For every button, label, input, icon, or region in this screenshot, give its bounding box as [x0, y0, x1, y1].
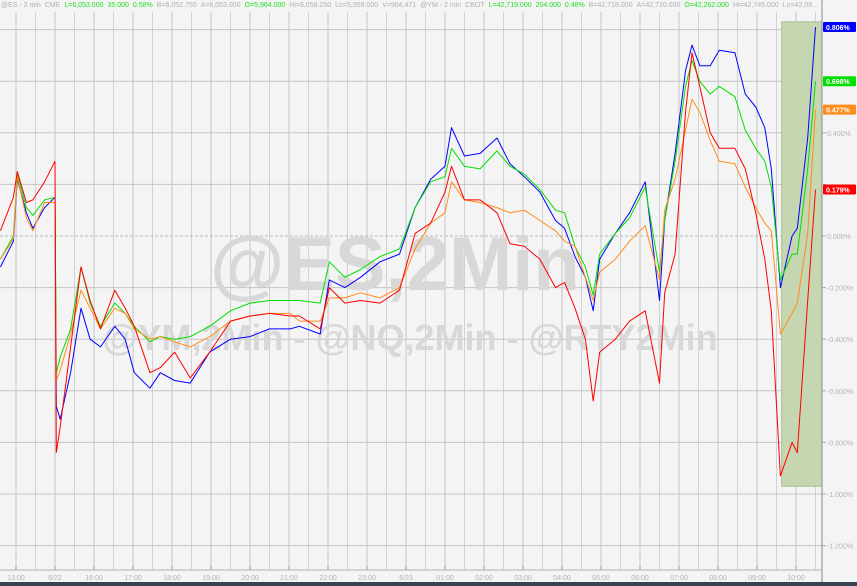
ym-ask: A=42,720.000 — [636, 2, 681, 9]
watermark-sub: @YM,2Min - @NQ,2Min - @RTY2Min — [102, 317, 717, 358]
x-tick-label: 21:00 — [280, 575, 298, 582]
x-tick-label: 19:00 — [202, 575, 220, 582]
x-tick-label: 01:00 — [436, 575, 454, 582]
es-low: Lo=5,959.000 — [335, 2, 379, 9]
x-tick-label: 02:00 — [475, 575, 493, 582]
x-tick-label: 6/23 — [399, 575, 413, 582]
y-tick-label: -1.200% — [827, 544, 853, 551]
x-tick-label: 09:00 — [748, 575, 766, 582]
es-exchange: CME — [44, 2, 61, 9]
x-tick-label: 07:00 — [670, 575, 688, 582]
ym-low: Lo=42,09... — [782, 2, 818, 9]
watermark-main: @ES,2Min — [210, 222, 580, 307]
series-lines — [0, 26, 816, 477]
ym-change: 204.000 — [535, 2, 561, 9]
x-tick-label: 22:00 — [319, 575, 337, 582]
x-tick-label: 06:00 — [631, 575, 649, 582]
x-tick-label: 17:00 — [124, 575, 142, 582]
last-value-badge — [823, 76, 856, 87]
es-symbol: @ES - 2 min — [1, 2, 41, 9]
es-ask: A=6,053.000 — [200, 2, 241, 9]
x-tick-label: 23:00 — [358, 575, 376, 582]
last-value-label: 0.477% — [826, 108, 851, 115]
x-tick-label: 08:00 — [709, 575, 727, 582]
x-tick-label: 18:00 — [163, 575, 181, 582]
y-tick-label: 0.000% — [827, 234, 851, 241]
x-tick-label: 05:00 — [592, 575, 610, 582]
es-bid: B=6,052.750 — [156, 2, 197, 9]
y-tick-label: -0.800% — [827, 440, 853, 447]
last-value-label: 0.698% — [826, 79, 851, 86]
y-tick-label: -0.400% — [827, 337, 853, 344]
y-tick-label: -0.200% — [827, 286, 853, 293]
x-tick-label: 20:00 — [241, 575, 259, 582]
x-tick-label: 03:00 — [514, 575, 532, 582]
x-tick-label: 10:00 — [787, 575, 805, 582]
y-tick-label: -0.600% — [827, 389, 853, 396]
x-tick-label: 04:00 — [553, 575, 571, 582]
ym-high: Hi=42,745.000 — [732, 2, 779, 9]
ym-exchange: CBOT — [465, 2, 485, 9]
last-value-badge — [823, 184, 856, 195]
x-axis: 13:00 6/22 16:00 17:00 18:00 19:00 20:00 21:00 2… — [0, 566, 822, 582]
ym-bid: B=42,718.000 — [588, 2, 633, 9]
y-axis: 0.400% 0.000% -0.200% -0.400% -0.600% -0.800%… — [821, 0, 853, 586]
series-line-3 — [0, 52, 816, 477]
last-value-labels: 0.806% 0.698% 0.477% 0.179% — [823, 22, 856, 195]
grid — [0, 12, 822, 570]
x-tick-label: 13:00 — [7, 575, 25, 582]
es-high: Hi=6,058.250 — [289, 2, 332, 9]
last-value-label: 0.806% — [826, 25, 851, 32]
y-tick-label: -1.000% — [827, 492, 853, 499]
es-pct: 0.58% — [132, 2, 153, 9]
ym-pct: 0.48% — [564, 2, 585, 9]
x-tick-label: 16:00 — [85, 575, 103, 582]
last-value-badge — [823, 22, 856, 33]
ym-open: O=42,262.000 — [684, 2, 729, 9]
es-open: O=5,964.000 — [244, 2, 286, 9]
quote-header: @ES - 2 min CME L=6,053.000 35.000 0.58% B=6,… — [1, 0, 857, 12]
ym-symbol: @YM - 2 min — [420, 2, 462, 9]
ym-last: L=42,719.000 — [488, 2, 532, 9]
es-change: 35.000 — [107, 2, 129, 9]
es-volume: V=904,471 — [382, 2, 417, 9]
last-value-badge — [823, 104, 856, 115]
x-tick-label: 6/22 — [48, 575, 62, 582]
es-last: L=6,053.000 — [64, 2, 104, 9]
horizontal-scrollbar[interactable] — [0, 582, 857, 586]
last-value-label: 0.179% — [826, 188, 851, 195]
y-tick-label: 0.400% — [827, 131, 851, 138]
